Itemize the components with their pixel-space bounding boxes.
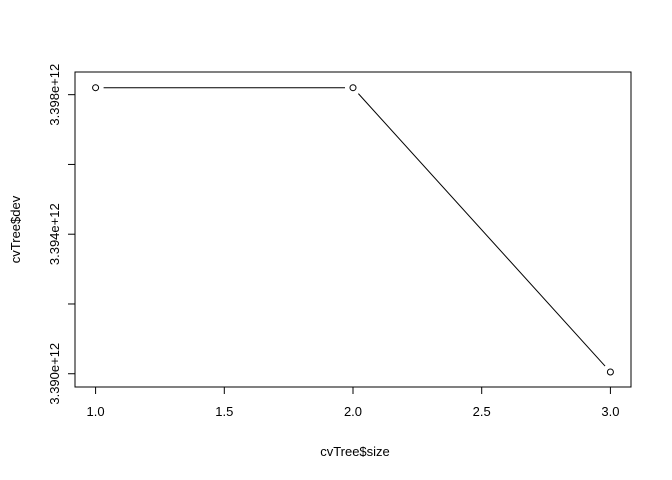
x-axis: 1.0 1.5 2.0 2.5 3.0	[87, 386, 619, 419]
x-axis-label: cvTree$size	[320, 444, 390, 459]
data-point	[92, 84, 100, 92]
y-axis: 3.390e+12 3.394e+12 3.398e+12	[47, 64, 76, 405]
x-tick-label: 1.5	[215, 404, 233, 419]
y-tick-label: 3.394e+12	[47, 203, 62, 265]
y-tick-label: 3.390e+12	[47, 343, 62, 405]
y-tick-label: 3.398e+12	[47, 64, 62, 126]
x-tick-label: 1.0	[87, 404, 105, 419]
x-tick-label: 2.0	[344, 404, 362, 419]
plot-frame	[74, 71, 632, 388]
x-tick-label: 3.0	[601, 404, 619, 419]
series-segment	[357, 93, 606, 367]
data-point	[349, 84, 357, 92]
y-axis-label: cvTree$dev	[8, 195, 23, 263]
series-line	[92, 84, 614, 376]
data-point	[606, 368, 614, 376]
x-tick-label: 2.5	[473, 404, 491, 419]
